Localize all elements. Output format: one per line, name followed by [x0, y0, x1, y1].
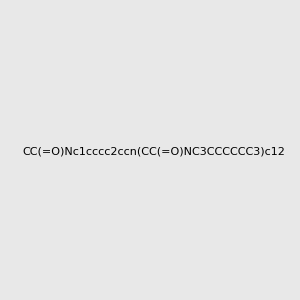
Text: CC(=O)Nc1cccc2ccn(CC(=O)NC3CCCCCC3)c12: CC(=O)Nc1cccc2ccn(CC(=O)NC3CCCCCC3)c12: [22, 146, 285, 157]
